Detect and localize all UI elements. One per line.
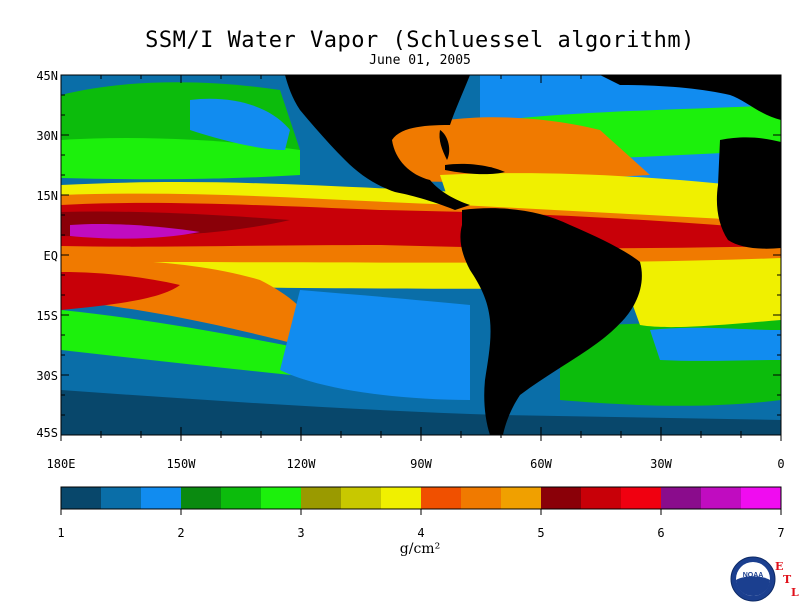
north-pacific-blue (190, 98, 290, 150)
south-america-land (460, 208, 642, 435)
colorbar-swatch (661, 487, 702, 509)
colorbar-swatch (141, 487, 182, 509)
lon-label-60w: 60W (530, 457, 552, 471)
southern-deep-blue (61, 390, 781, 435)
noaa-logo-text: NOAA (743, 572, 764, 579)
itcz-red (61, 202, 781, 249)
lat-label-30n: 30N (36, 129, 58, 143)
lat-labels: 45N 30N 15N EQ 15S 30S 45S (36, 69, 58, 440)
map-date: June 01, 2005 (369, 53, 471, 68)
florida-land (439, 130, 450, 160)
greenland-europe-land (600, 75, 781, 120)
spcz-red (61, 272, 180, 310)
colorbar-swatch (581, 487, 622, 509)
colorbar-swatch (501, 487, 542, 509)
map-title: SSM/I Water Vapor (Schluessel algorithm) (145, 28, 695, 53)
south-pacific-blue (280, 290, 470, 400)
colorbar-label-4: 4 (417, 526, 424, 540)
etl-letter-t: T (783, 573, 792, 586)
colorbar-swatch (181, 487, 222, 509)
colorbar-label-2: 2 (177, 526, 184, 540)
etl-letter-l: L (791, 586, 799, 599)
colorbar-swatch (61, 487, 102, 509)
frame-ticks (60, 74, 782, 441)
colorbar-swatch (301, 487, 342, 509)
south-atlantic-blue (650, 327, 781, 361)
colorbar-swatch (701, 487, 742, 509)
lat-label-30s: 30S (36, 369, 58, 383)
colorbar-label-7: 7 (777, 526, 784, 540)
colorbar-swatch (221, 487, 262, 509)
lat-label-15s: 15S (36, 309, 58, 323)
colorbar-frame (60, 486, 782, 510)
colorbar-label-6: 6 (657, 526, 664, 540)
colorbar-swatch (101, 487, 142, 509)
lat-label-15n: 15N (36, 189, 58, 203)
colorbar (60, 487, 782, 515)
lat-label-45s: 45S (36, 426, 58, 440)
colorbar-units: g/cm² (399, 541, 441, 557)
colorbar-swatch (381, 487, 422, 509)
itcz-magenta (70, 223, 200, 239)
colorbar-swatch (621, 487, 662, 509)
atlantic-yellow (440, 173, 781, 215)
lat-label-eq: EQ (44, 249, 58, 263)
north-america-land (285, 75, 470, 210)
africa-land (716, 137, 781, 249)
colorbar-swatch (461, 487, 502, 509)
colorbar-swatch (261, 487, 302, 509)
etl-letter-e: E (775, 560, 784, 573)
colorbar-label-3: 3 (297, 526, 304, 540)
caribbean-islands-land (445, 163, 505, 175)
lon-label-150w: 150W (167, 457, 197, 471)
colorbar-swatch (741, 487, 782, 509)
lon-labels: 180E 150W 120W 90W 60W 30W 0 (47, 457, 785, 471)
lon-label-90w: 90W (410, 457, 432, 471)
lon-label-180e: 180E (47, 457, 76, 471)
lon-label-120w: 120W (287, 457, 317, 471)
colorbar-swatch (541, 487, 582, 509)
south-atlantic-yellow (620, 267, 781, 328)
water-vapor-field (61, 75, 781, 435)
lon-label-0: 0 (777, 457, 784, 471)
colorbar-labels: 1 2 3 4 5 6 7 (57, 526, 784, 540)
colorbar-swatch (421, 487, 462, 509)
colorbar-swatch (341, 487, 382, 509)
colorbar-label-1: 1 (57, 526, 64, 540)
land-masses (285, 75, 781, 435)
lon-label-30w: 30W (650, 457, 672, 471)
colorbar-label-5: 5 (537, 526, 544, 540)
lat-label-45n: 45N (36, 69, 58, 83)
noaa-logo: NOAA (730, 556, 776, 602)
north-pacific-bright-green (61, 138, 300, 180)
